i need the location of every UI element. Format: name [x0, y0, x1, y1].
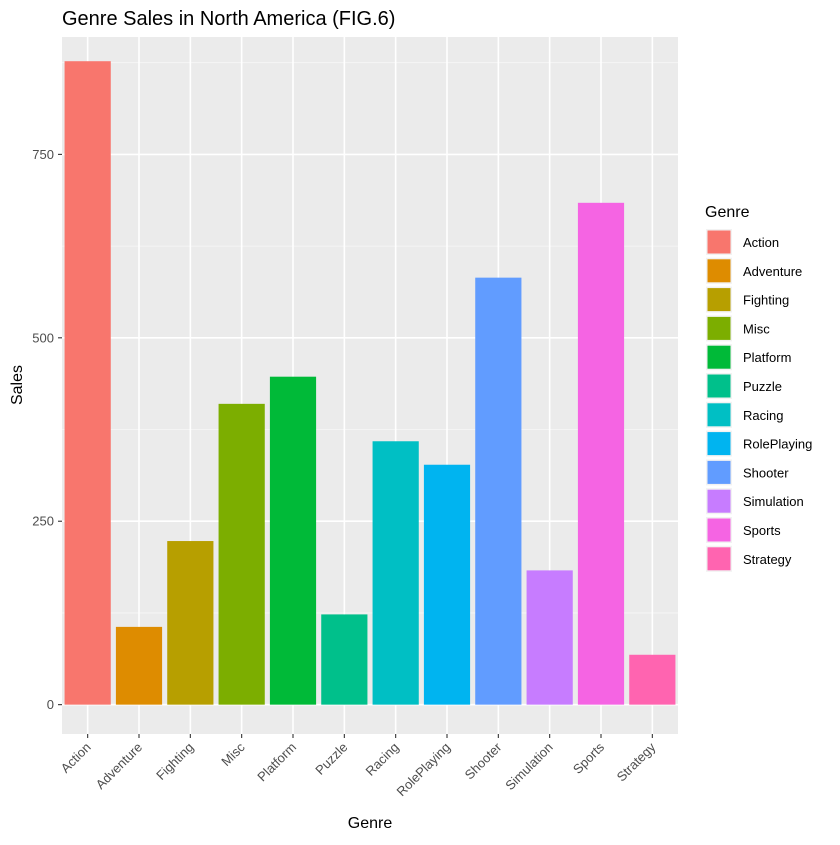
bar-action	[64, 61, 111, 705]
legend-swatch	[707, 489, 731, 513]
legend-label: Platform	[743, 350, 791, 365]
bar-racing	[372, 441, 419, 705]
legend-swatch	[707, 547, 731, 571]
legend-label: Simulation	[743, 494, 804, 509]
y-tick-label: 0	[47, 697, 54, 712]
bar-fighting	[167, 541, 214, 705]
legend-swatch	[707, 432, 731, 456]
x-tick-label: Platform	[254, 740, 299, 785]
legend-label: Adventure	[743, 264, 802, 279]
legend-label: Action	[743, 235, 779, 250]
bars	[64, 61, 676, 705]
x-tick-label: Fighting	[153, 740, 196, 783]
legend-swatch	[707, 288, 731, 312]
bar-shooter	[475, 277, 522, 705]
x-tick-label: Strategy	[614, 739, 659, 784]
x-tick-label: Sports	[570, 739, 608, 777]
y-axis: 0 250 500 750	[32, 147, 62, 712]
x-tick-label: Misc	[218, 739, 248, 769]
legend-swatch	[707, 403, 731, 427]
y-axis-title: Sales	[9, 365, 26, 405]
legend-swatch	[707, 460, 731, 484]
bar-puzzle	[321, 614, 368, 705]
x-tick-label: Adventure	[93, 740, 146, 793]
legend-label: Shooter	[743, 465, 789, 480]
legend-label: Fighting	[743, 293, 789, 308]
legend-swatch	[707, 345, 731, 369]
legend-label: Racing	[743, 408, 783, 423]
y-tick-label: 750	[32, 147, 54, 162]
legend-label: RolePlaying	[743, 437, 812, 452]
legend-swatch	[707, 518, 731, 542]
x-tick-label: Shooter	[462, 739, 505, 782]
bar-simulation	[526, 570, 573, 705]
plot-panel	[62, 37, 678, 734]
legend-label: Misc	[743, 321, 770, 336]
legend-label: Puzzle	[743, 379, 782, 394]
chart-title: Genre Sales in North America (FIG.6)	[62, 8, 395, 30]
bar-roleplaying	[423, 464, 471, 705]
x-tick-label: RolePlaying	[393, 740, 453, 800]
x-tick-label: Puzzle	[312, 740, 350, 778]
legend-swatch	[707, 374, 731, 398]
legend-title: Genre	[705, 204, 750, 221]
legend: Genre Action Adventure Fighting Misc Platfor…	[705, 204, 812, 572]
legend-swatch	[707, 259, 731, 283]
legend-label: Sports	[743, 523, 781, 538]
y-tick-label: 500	[32, 330, 54, 345]
bar-misc	[218, 403, 265, 705]
legend-swatch	[707, 316, 731, 340]
legend-swatch	[707, 230, 731, 254]
x-axis-title: Genre	[348, 815, 393, 832]
x-tick-label: Action	[58, 740, 94, 776]
y-tick-label: 250	[32, 514, 54, 529]
bar-sports	[577, 202, 625, 705]
x-tick-label: Simulation	[502, 740, 556, 794]
bar-platform	[269, 376, 317, 705]
bar-strategy	[629, 654, 676, 705]
legend-label: Strategy	[743, 552, 792, 567]
x-tick-label: Racing	[363, 740, 402, 779]
bar-adventure	[115, 626, 163, 705]
